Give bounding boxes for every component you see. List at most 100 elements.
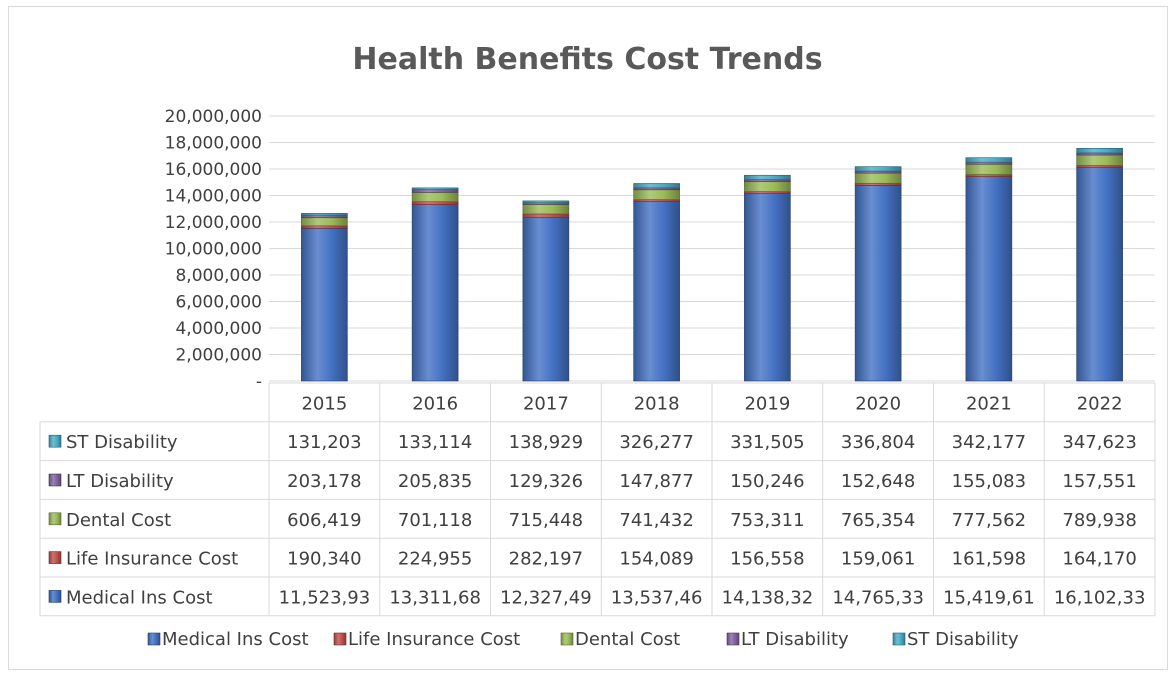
bar-segment — [965, 161, 1013, 165]
chart-title: Health Benefits Cost Trends — [352, 42, 823, 77]
legend-key-icon — [333, 632, 347, 646]
legend-entry: Dental Cost — [575, 629, 680, 650]
data-label: 753,311 — [730, 510, 804, 531]
data-label: 205,835 — [398, 471, 472, 492]
bar-segment — [744, 193, 791, 382]
data-label: 741,432 — [619, 510, 693, 531]
legend-key-icon — [147, 632, 161, 646]
bar-segment — [1076, 152, 1123, 156]
bar-segment — [633, 201, 680, 382]
bar-segment — [301, 213, 348, 216]
data-label: 701,118 — [398, 510, 472, 531]
data-label: 156,558 — [730, 549, 804, 570]
legend-entry: Medical Ins Cost — [162, 629, 309, 650]
bar-segment — [1076, 165, 1123, 168]
bar-segment — [1076, 148, 1123, 154]
legend-entry: LT Disability — [741, 629, 849, 650]
bar-segment — [411, 187, 459, 190]
data-label: 13,311,68 — [389, 587, 481, 608]
data-label: 159,061 — [841, 549, 915, 570]
category-label: 2016 — [412, 393, 458, 414]
series-row-label: Life Insurance Cost — [66, 549, 238, 570]
bar-segment — [744, 174, 791, 180]
y-tick-label: 12,000,000 — [165, 213, 262, 233]
bar-segment — [301, 217, 348, 227]
bar-segment — [1076, 154, 1123, 166]
chart-frame — [8, 6, 1168, 670]
legend-key-icon — [726, 632, 740, 646]
data-label: 16,102,33 — [1054, 587, 1146, 608]
data-label: 765,354 — [841, 510, 915, 531]
series-row-label: LT Disability — [66, 471, 174, 492]
y-tick-label: 14,000,000 — [165, 187, 262, 207]
bar-segment — [744, 181, 791, 192]
bar-segment — [744, 191, 791, 194]
data-label: 190,340 — [287, 549, 361, 570]
data-label: 331,505 — [730, 432, 804, 453]
data-label: 152,648 — [841, 471, 915, 492]
data-label: 161,598 — [952, 549, 1026, 570]
data-label: 129,326 — [509, 471, 583, 492]
bar-segment — [301, 228, 348, 382]
data-label: 203,178 — [287, 471, 361, 492]
legend-key-icon — [892, 632, 906, 646]
data-label: 12,327,49 — [500, 587, 592, 608]
category-label: 2019 — [744, 393, 790, 414]
data-label: 326,277 — [619, 432, 693, 453]
series-row-label: ST Disability — [66, 432, 178, 453]
bar-segment — [411, 189, 459, 193]
data-label: 147,877 — [619, 471, 693, 492]
data-label: 342,177 — [952, 432, 1026, 453]
y-tick-label: 6,000,000 — [175, 293, 262, 313]
data-label: 224,955 — [398, 549, 472, 570]
bar-segment — [522, 200, 570, 204]
legend-entry: Life Insurance Cost — [348, 629, 520, 650]
y-tick-label: 16,000,000 — [165, 160, 262, 180]
bar-segment — [522, 213, 570, 218]
category-label: 2022 — [1077, 393, 1123, 414]
data-label: 14,138,32 — [722, 587, 814, 608]
data-label: 15,419,61 — [943, 587, 1035, 608]
category-label: 2015 — [301, 393, 347, 414]
data-label: 164,170 — [1062, 549, 1136, 570]
bar-segment — [965, 174, 1013, 177]
data-label: 606,419 — [287, 510, 361, 531]
data-label: 14,765,33 — [832, 587, 924, 608]
data-label: 13,537,46 — [611, 587, 703, 608]
legend-key-icon — [560, 632, 574, 646]
series-row-label: Dental Cost — [66, 510, 171, 531]
bar-segment — [854, 185, 902, 382]
category-label: 2017 — [523, 393, 569, 414]
data-label: 131,203 — [287, 432, 361, 453]
legend-key-icon — [48, 512, 62, 526]
y-tick-label: 18,000,000 — [165, 134, 262, 154]
category-label: 2021 — [966, 393, 1012, 414]
bar-segment — [854, 182, 902, 186]
category-label: 2020 — [855, 393, 901, 414]
y-tick-label: 10,000,000 — [165, 240, 262, 260]
bar-segment — [965, 176, 1013, 382]
data-label: 138,929 — [509, 432, 583, 453]
bar-segment — [854, 166, 902, 172]
category-label: 2018 — [634, 393, 680, 414]
bar-segment — [965, 157, 1013, 163]
y-tick-label: 4,000,000 — [175, 319, 262, 339]
bar-segment — [522, 204, 570, 215]
legend-key-icon — [48, 551, 62, 564]
data-label: 777,562 — [952, 510, 1026, 531]
legend-key-icon — [48, 590, 62, 603]
bar-segment — [633, 189, 680, 200]
data-label: 155,083 — [952, 471, 1026, 492]
bar-segment — [854, 170, 902, 174]
y-tick-label: 2,000,000 — [175, 346, 262, 366]
data-label: 154,089 — [619, 549, 693, 570]
y-tick-label: - — [256, 372, 262, 392]
y-tick-label: 20,000,000 — [165, 107, 262, 127]
data-label: 282,197 — [509, 549, 583, 570]
bar-segment — [854, 172, 902, 184]
data-label: 715,448 — [509, 510, 583, 531]
bar-segment — [1076, 167, 1123, 382]
data-label: 150,246 — [730, 471, 804, 492]
series-row-label: Medical Ins Cost — [66, 587, 213, 608]
